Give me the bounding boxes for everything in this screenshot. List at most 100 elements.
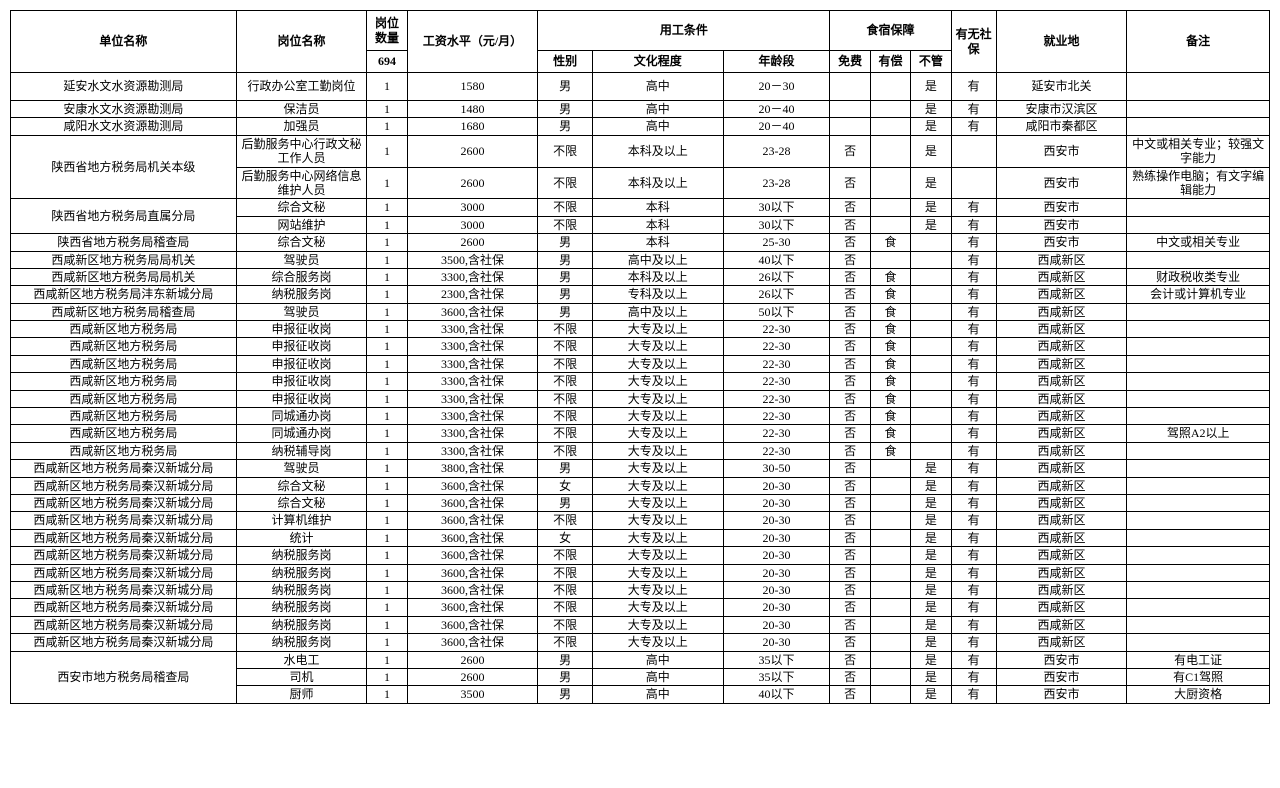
- cell-note: [1127, 547, 1270, 564]
- cell-edu: 大专及以上: [592, 408, 723, 425]
- cell-gen: 不限: [538, 135, 593, 167]
- cell-gen: 男: [538, 268, 593, 285]
- cell-loc: 西安市: [996, 668, 1127, 685]
- cell-gen: 男: [538, 251, 593, 268]
- th-post: 岗位名称: [236, 11, 367, 73]
- cell-unit: 陕西省地方税务局直属分局: [11, 199, 237, 234]
- cell-edu: 高中: [592, 686, 723, 703]
- cell-none: 是: [911, 494, 951, 511]
- cell-gen: 不限: [538, 547, 593, 564]
- cell-note: [1127, 408, 1270, 425]
- cell-gen: 不限: [538, 373, 593, 390]
- cell-sal: 3000: [407, 199, 538, 216]
- cell-free: 否: [830, 668, 870, 685]
- cell-loc: 延安市北关: [996, 73, 1127, 101]
- cell-ins: [951, 167, 996, 199]
- jobs-table: 单位名称 岗位名称 岗位数量 工资水平（元/月） 用工条件 食宿保障 有无社保 …: [10, 10, 1270, 704]
- cell-free: 否: [830, 373, 870, 390]
- cell-gen: 男: [538, 303, 593, 320]
- cell-post: 纳税辅导岗: [236, 442, 367, 459]
- cell-ins: 有: [951, 338, 996, 355]
- cell-qty: 1: [367, 599, 407, 616]
- cell-unit: 西咸新区地方税务局秦汉新城分局: [11, 460, 237, 477]
- cell-sal: 2600: [407, 135, 538, 167]
- cell-none: [911, 268, 951, 285]
- cell-age: 30以下: [723, 199, 830, 216]
- cell-age: 22-30: [723, 390, 830, 407]
- cell-loc: 西咸新区: [996, 355, 1127, 372]
- cell-age: 20-30: [723, 564, 830, 581]
- table-row: 西咸新区地方税务局秦汉新城分局纳税服务岗13600,含社保不限大专及以上20-3…: [11, 634, 1270, 651]
- cell-post: 纳税服务岗: [236, 616, 367, 633]
- cell-post: 申报征收岗: [236, 373, 367, 390]
- cell-unit: 西咸新区地方税务局秦汉新城分局: [11, 477, 237, 494]
- cell-post: 综合文秘: [236, 199, 367, 216]
- th-loc: 就业地: [996, 11, 1127, 73]
- cell-free: 否: [830, 425, 870, 442]
- th-gender: 性别: [538, 51, 593, 73]
- cell-qty: 1: [367, 101, 407, 118]
- cell-note: [1127, 321, 1270, 338]
- cell-ins: 有: [951, 73, 996, 101]
- cell-age: 20-30: [723, 512, 830, 529]
- cell-none: [911, 442, 951, 459]
- cell-note: [1127, 494, 1270, 511]
- table-row: 西咸新区地方税务局秦汉新城分局综合文秘13600,含社保男大专及以上20-30否…: [11, 494, 1270, 511]
- cell-loc: 西咸新区: [996, 321, 1127, 338]
- cell-edu: 高中: [592, 118, 723, 135]
- cell-edu: 本科: [592, 234, 723, 251]
- cell-note: 熟练操作电脑；有文字编辑能力: [1127, 167, 1270, 199]
- cell-gen: 不限: [538, 321, 593, 338]
- cell-unit: 西安市地方税务局稽查局: [11, 651, 237, 703]
- cell-none: [911, 234, 951, 251]
- cell-paid: [870, 581, 910, 598]
- cell-free: 否: [830, 390, 870, 407]
- cell-unit: 西咸新区地方税务局沣东新城分局: [11, 286, 237, 303]
- cell-sal: 2600: [407, 234, 538, 251]
- cell-loc: 西咸新区: [996, 268, 1127, 285]
- table-row: 西咸新区地方税务局秦汉新城分局驾驶员13800,含社保男大专及以上30-50否是…: [11, 460, 1270, 477]
- cell-loc: 西咸新区: [996, 303, 1127, 320]
- th-salary: 工资水平（元/月）: [407, 11, 538, 73]
- cell-sal: 3600,含社保: [407, 634, 538, 651]
- cell-paid: [870, 460, 910, 477]
- cell-ins: 有: [951, 494, 996, 511]
- th-qty-total: 694: [367, 51, 407, 73]
- cell-edu: 本科及以上: [592, 268, 723, 285]
- cell-edu: 大专及以上: [592, 547, 723, 564]
- cell-edu: 大专及以上: [592, 460, 723, 477]
- cell-post: 驾驶员: [236, 303, 367, 320]
- cell-post: 后勤服务中心网络信息维护人员: [236, 167, 367, 199]
- cell-edu: 大专及以上: [592, 321, 723, 338]
- cell-qty: 1: [367, 634, 407, 651]
- cell-paid: 食: [870, 373, 910, 390]
- cell-note: [1127, 442, 1270, 459]
- table-row: 西咸新区地方税务局秦汉新城分局计算机维护13600,含社保不限大专及以上20-3…: [11, 512, 1270, 529]
- cell-loc: 西咸新区: [996, 564, 1127, 581]
- cell-note: [1127, 251, 1270, 268]
- cell-qty: 1: [367, 408, 407, 425]
- cell-sal: 3600,含社保: [407, 547, 538, 564]
- cell-paid: 食: [870, 268, 910, 285]
- cell-ins: 有: [951, 512, 996, 529]
- cell-ins: 有: [951, 564, 996, 581]
- cell-paid: [870, 216, 910, 233]
- cell-none: 是: [911, 668, 951, 685]
- cell-paid: 食: [870, 408, 910, 425]
- cell-unit: 西咸新区地方税务局: [11, 425, 237, 442]
- cell-paid: [870, 199, 910, 216]
- cell-sal: 3800,含社保: [407, 460, 538, 477]
- cell-free: 否: [830, 286, 870, 303]
- cell-gen: 男: [538, 101, 593, 118]
- cell-post: 计算机维护: [236, 512, 367, 529]
- cell-post: 司机: [236, 668, 367, 685]
- cell-edu: 大专及以上: [592, 477, 723, 494]
- cell-gen: 不限: [538, 616, 593, 633]
- table-row: 陕西省地方税务局直属分局综合文秘13000不限本科30以下否是有西安市: [11, 199, 1270, 216]
- cell-note: [1127, 460, 1270, 477]
- cell-paid: [870, 564, 910, 581]
- cell-ins: 有: [951, 616, 996, 633]
- cell-sal: 3300,含社保: [407, 425, 538, 442]
- cell-age: 30-50: [723, 460, 830, 477]
- cell-qty: 1: [367, 251, 407, 268]
